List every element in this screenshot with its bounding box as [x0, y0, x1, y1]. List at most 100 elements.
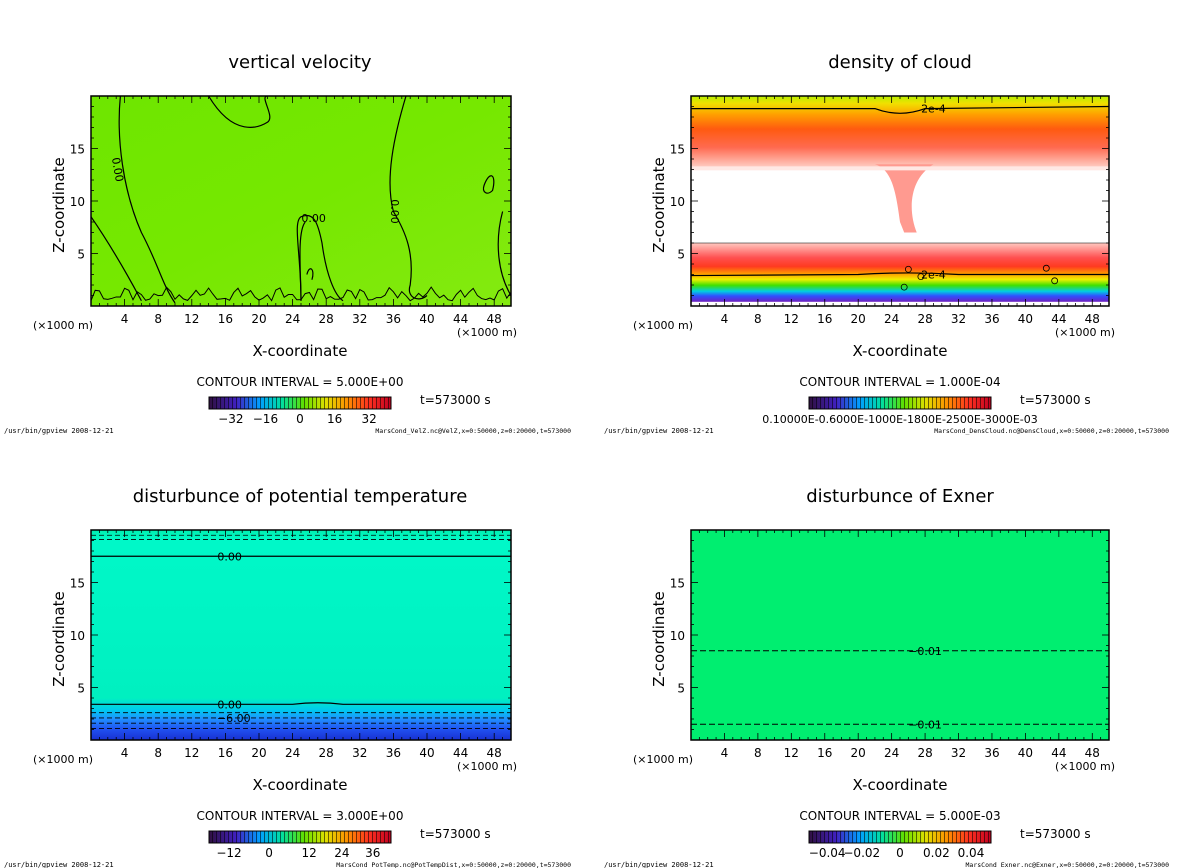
contour-label: 0.00: [217, 698, 242, 711]
y-axis-label: Z-coordinate: [650, 157, 668, 252]
footer-left: /usr/bin/gpview 2008-12-21: [604, 427, 714, 435]
footer-right: MarsCond_VelZ.nc@VelZ,x=0:50000,z=0:2000…: [375, 427, 571, 435]
contour-line: [91, 216, 142, 302]
footer-right: MarsCond_DensCloud.nc@DensCloud,x=0:5000…: [934, 427, 1169, 435]
colorbar-tick-label: −0.04: [809, 846, 846, 860]
x-unit-left: (×1000 m): [633, 753, 693, 766]
contour-blob: [904, 265, 912, 273]
contour-interval: CONTOUR INTERVAL = 3.000E+00: [197, 809, 404, 823]
x-tick-label: 24: [285, 312, 300, 326]
contour-interval: CONTOUR INTERVAL = 1.000E-04: [799, 375, 1000, 389]
colorbar-tick-label: 16: [327, 412, 342, 426]
y-axis-label: Z-coordinate: [50, 157, 68, 252]
x-tick-label: 48: [1085, 312, 1100, 326]
contour-line: [389, 96, 428, 300]
x-tick-label: 32: [352, 746, 367, 760]
y-tick-label: 10: [70, 629, 85, 643]
footer-left: /usr/bin/gpview 2008-12-21: [4, 427, 114, 435]
x-tick-label: 44: [1051, 746, 1066, 760]
colorbar-tick-label: −0.02: [843, 846, 880, 860]
chart-title: vertical velocity: [228, 52, 372, 73]
contour-line: [482, 175, 495, 194]
y-tick-label: 5: [677, 682, 685, 696]
contour-label: 2e-4: [921, 269, 946, 282]
contour-interval: CONTOUR INTERVAL = 5.000E+00: [197, 375, 404, 389]
x-tick-label: 36: [984, 312, 999, 326]
y-axis-label: Z-coordinate: [50, 591, 68, 686]
contour-label: −6.00: [217, 712, 251, 725]
chart-title: disturbunce of potential temperature: [133, 486, 468, 507]
time-label: t=573000 s: [420, 827, 491, 841]
x-tick-label: 4: [721, 312, 729, 326]
x-unit-left: (×1000 m): [33, 753, 93, 766]
contour-line: [208, 96, 271, 128]
contour-label: 0.00: [301, 212, 326, 225]
colorbar-tick-label: 0: [265, 846, 273, 860]
cloud-funnel: [874, 164, 934, 233]
x-tick-label: 20: [251, 312, 266, 326]
x-tick-label: 48: [487, 312, 502, 326]
x-tick-label: 32: [352, 312, 367, 326]
x-tick-label: 40: [1018, 312, 1033, 326]
x-tick-label: 40: [419, 746, 434, 760]
x-tick-label: 40: [419, 312, 434, 326]
footer-right: MarsCond_PotTemp.nc@PotTempDist,x=0:5000…: [336, 861, 571, 868]
x-unit-right: (×1000 m): [457, 326, 517, 339]
colorbar-tick-label: 12: [301, 846, 316, 860]
x-axis-label: X-coordinate: [853, 342, 948, 360]
contour-line: [91, 286, 511, 302]
time-label: t=573000 s: [1020, 827, 1091, 841]
x-tick-label: 32: [951, 746, 966, 760]
x-tick-label: 4: [721, 746, 729, 760]
x-tick-label: 32: [951, 312, 966, 326]
x-tick-label: 28: [319, 312, 334, 326]
x-tick-label: 44: [1051, 312, 1066, 326]
panel-3: disturbunce of potential temperature 0.00…: [4, 486, 571, 868]
x-tick-label: 12: [784, 746, 799, 760]
colorbar-tick-label: 0.10000E-0.6000E-1000E-1800E-2500E-3000E…: [762, 413, 1037, 426]
contour-line: [691, 105, 1109, 114]
x-unit-right: (×1000 m): [1055, 326, 1115, 339]
colorbar-tick-label: −32: [218, 412, 243, 426]
colorbar-tick-label: 0: [296, 412, 304, 426]
footer-right: MarsCond_Exner.nc@Exner,x=0:50000,z=0:20…: [966, 861, 1170, 868]
x-tick-label: 16: [218, 746, 233, 760]
contour-line: [497, 211, 511, 296]
y-tick-label: 5: [77, 682, 85, 696]
x-tick-label: 20: [851, 312, 866, 326]
contour-line: [306, 268, 314, 280]
panel-4: disturbunce of Exner−0.01−0.014 8 12 16 20 24…: [604, 486, 1169, 868]
y-tick-label: 15: [70, 577, 85, 591]
x-axis-label: X-coordinate: [853, 776, 948, 794]
contour-blob: [900, 283, 908, 291]
x-tick-label: 40: [1018, 746, 1033, 760]
contour-line: [299, 221, 306, 301]
contour-line: [296, 214, 344, 302]
y-tick-label: 15: [670, 577, 685, 591]
x-tick-label: 16: [817, 746, 832, 760]
x-tick-label: 24: [884, 312, 899, 326]
plot-area: [91, 530, 511, 740]
x-tick-label: 20: [851, 746, 866, 760]
x-tick-label: 12: [784, 312, 799, 326]
x-tick-label: 12: [184, 746, 199, 760]
colorbar-tick-label: 0.04: [958, 846, 985, 860]
field-layer: [691, 650, 1109, 725]
y-tick-label: 10: [70, 195, 85, 209]
footer-left: /usr/bin/gpview 2008-12-21: [604, 861, 714, 868]
colorbar-tick-label: 36: [365, 846, 380, 860]
contour-blob: [1042, 264, 1050, 272]
x-unit-right: (×1000 m): [1055, 760, 1115, 773]
contour-label: 0.00: [388, 199, 401, 224]
x-tick-label: 24: [285, 746, 300, 760]
y-axis-label: Z-coordinate: [650, 591, 668, 686]
x-tick-label: 4: [121, 312, 129, 326]
x-tick-label: 16: [218, 312, 233, 326]
x-tick-label: 28: [917, 746, 932, 760]
x-tick-label: 48: [487, 746, 502, 760]
contour-line: [91, 702, 511, 705]
contour-label: 0.00: [217, 550, 242, 563]
